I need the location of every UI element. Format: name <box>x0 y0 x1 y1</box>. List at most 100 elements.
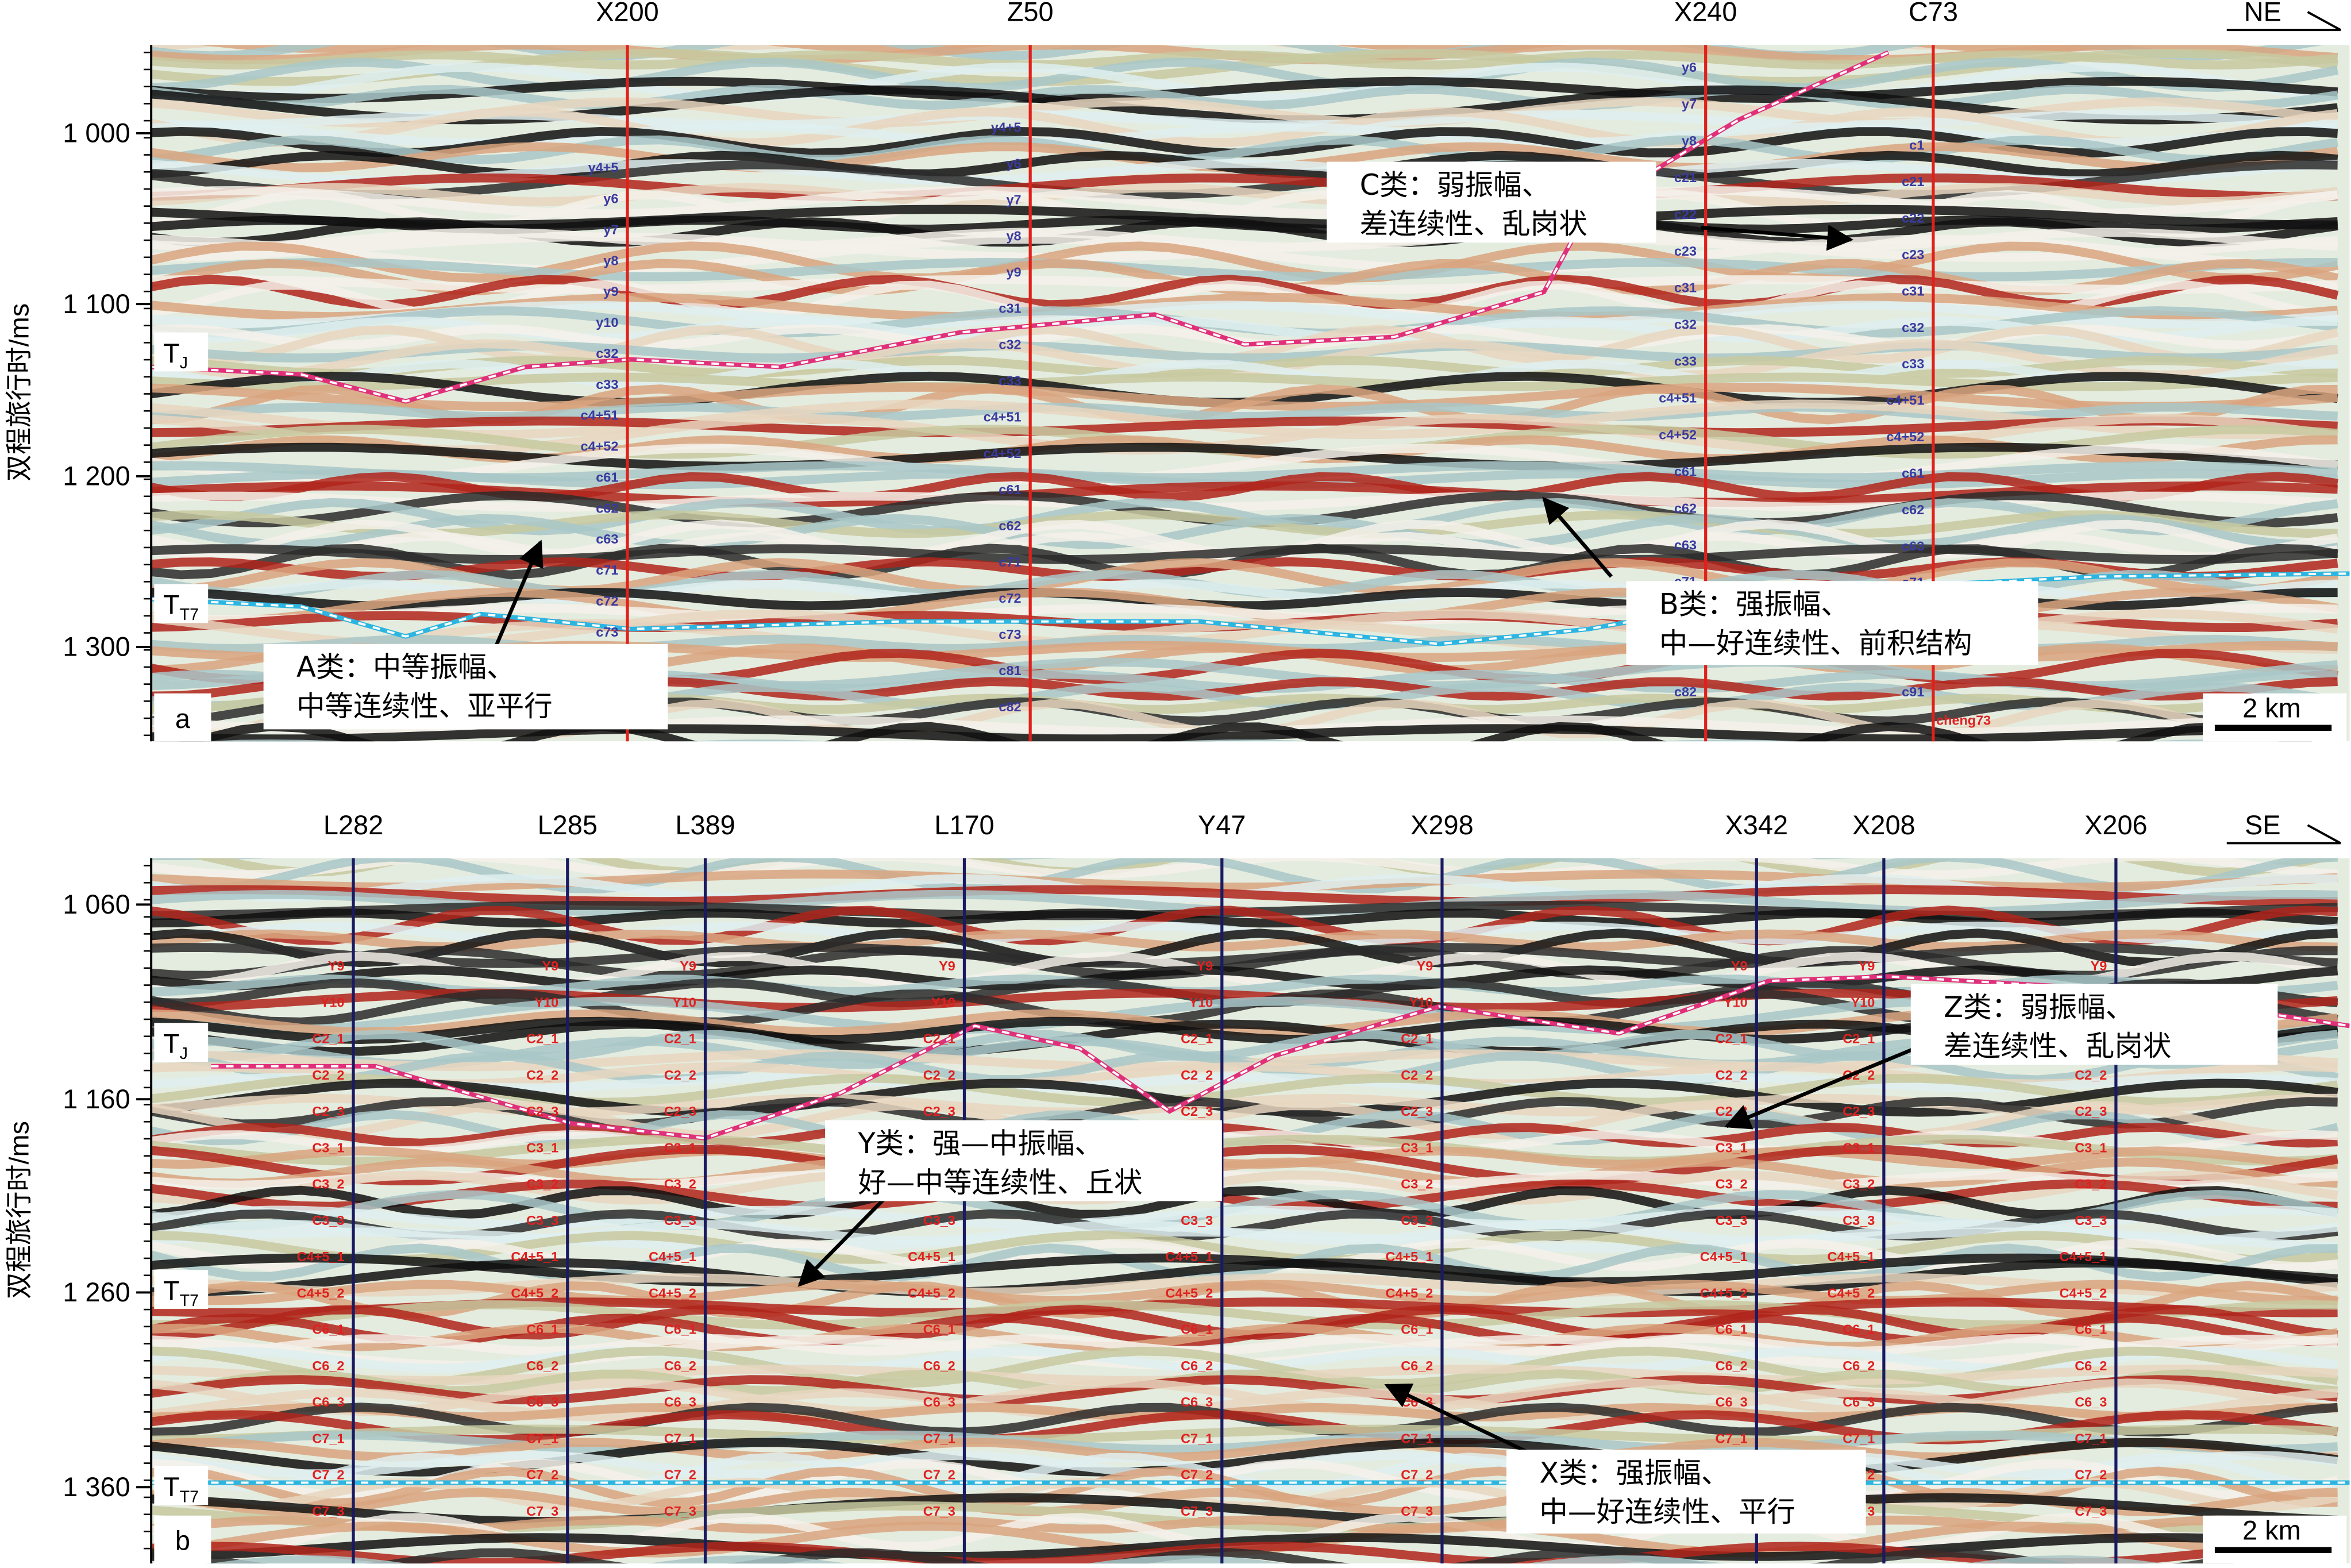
well-marker: C6_2 <box>664 1358 696 1373</box>
well-marker: y10 <box>596 315 618 330</box>
well-marker: c33 <box>999 373 1021 388</box>
horizon-label-box <box>154 1023 209 1062</box>
direction: SE <box>2245 810 2281 840</box>
annotation-arrow <box>797 1196 887 1287</box>
reflector <box>151 951 2339 989</box>
well-marker: C2_3 <box>923 1104 955 1119</box>
scale-box <box>2203 1515 2347 1564</box>
horizon-main: T <box>163 338 180 368</box>
well-marker: c33 <box>1674 354 1697 369</box>
panel-label: a <box>175 704 191 734</box>
well-marker: C6_3 <box>312 1394 344 1409</box>
seismic-section-b <box>151 858 2350 1564</box>
reflector <box>151 275 2339 310</box>
well-marker: C6_2 <box>1843 1358 1875 1373</box>
well-marker: Y10 <box>321 995 345 1010</box>
annotation-arrow <box>1542 496 1613 578</box>
y-tick-label: 1 300 <box>63 632 130 662</box>
horizon-main: T <box>163 1472 180 1502</box>
reflector <box>151 943 2338 968</box>
reflector <box>151 62 2338 103</box>
well-marker: C4+5_2 <box>2059 1285 2107 1300</box>
well-marker: y6 <box>603 191 618 206</box>
panel-label-box <box>154 693 211 742</box>
annotation-box <box>1910 984 2278 1065</box>
well-marker: c81 <box>999 663 1021 678</box>
well-marker: C7_3 <box>1401 1504 1433 1519</box>
well-marker: C4+5_2 <box>1700 1285 1748 1300</box>
reflector <box>151 339 2339 380</box>
well-marker: C2_3 <box>1716 1104 1748 1119</box>
annotation-text: Z类：弱振幅、 <box>1944 991 2134 1024</box>
well-marker: C4+5_1 <box>1165 1249 1213 1264</box>
well-marker: y7 <box>1682 97 1697 111</box>
reflector <box>151 444 2338 485</box>
well-marker: Y9 <box>1196 958 1213 973</box>
well-marker: C6_2 <box>1401 1358 1433 1373</box>
reflector <box>151 84 2338 110</box>
horizon-label: TT7 <box>163 1472 199 1506</box>
well-marker: C2_1 <box>923 1031 955 1046</box>
well-marker: c4+51 <box>984 410 1022 425</box>
reflector <box>151 399 2338 440</box>
well-marker: Y9 <box>939 958 955 973</box>
horizon-main: T <box>163 1276 180 1305</box>
well-marker: C6_1 <box>1181 1322 1213 1337</box>
well-marker: C3_3 <box>1716 1213 1748 1228</box>
reflector <box>151 1073 2338 1093</box>
panel-label-box <box>154 1515 211 1564</box>
well-marker: C2_2 <box>312 1068 344 1082</box>
reflector <box>151 1258 2338 1297</box>
reflector <box>210 1555 2164 1564</box>
horizon-main: T <box>163 1028 180 1058</box>
reflector <box>151 183 2338 207</box>
well-marker: C6_1 <box>1401 1322 1433 1337</box>
annotation-text: 中等连续性、亚平行 <box>296 689 553 723</box>
well-marker: C2_1 <box>312 1031 344 1046</box>
annotation-box <box>1506 1450 1866 1534</box>
well-marker: C7_1 <box>1181 1431 1213 1446</box>
well-marker: c4+51 <box>1659 391 1697 406</box>
well-marker: C4+5_2 <box>297 1285 345 1300</box>
well-marker: C7_1 <box>1843 1431 1875 1446</box>
y-tick-label: 1 160 <box>63 1084 130 1114</box>
well-marker: C2_1 <box>1181 1031 1213 1046</box>
well-marker: C6_3 <box>1401 1394 1433 1409</box>
well-marker: C4+5_1 <box>908 1249 955 1264</box>
well-marker: c62 <box>999 518 1021 533</box>
annotation-arrow <box>1724 1046 1916 1130</box>
well-marker: y6 <box>1006 156 1021 171</box>
well-marker: C3_3 <box>312 1213 344 1228</box>
well-name: C73 <box>1909 0 1958 26</box>
reflector <box>151 173 2338 201</box>
reflector <box>151 1281 2339 1319</box>
well-marker: C6_3 <box>526 1394 558 1409</box>
well-marker: C2_3 <box>2075 1104 2107 1119</box>
annotation-box <box>263 644 668 730</box>
well-marker: C7_1 <box>1716 1431 1748 1446</box>
well-marker: Y10 <box>1409 995 1433 1010</box>
well-marker: C3_1 <box>664 1140 696 1155</box>
well-marker: C3_2 <box>664 1177 696 1192</box>
horizon-dash <box>151 51 1889 403</box>
well-marker: C3_2 <box>526 1177 558 1192</box>
reflector <box>151 1130 2338 1155</box>
well-marker: C3_2 <box>1401 1177 1433 1192</box>
well-name: L170 <box>934 810 994 840</box>
annotation-text: 中—好连续性、平行 <box>1539 1495 1795 1528</box>
well-marker: C6_3 <box>2075 1394 2107 1409</box>
scale-text: 2 km <box>2242 694 2301 723</box>
well-marker: C4+5_1 <box>2059 1249 2107 1264</box>
well-marker: C7_1 <box>312 1431 344 1446</box>
well-marker: y4+5 <box>991 120 1022 134</box>
reflector <box>151 1227 2338 1253</box>
well-marker: C7_2 <box>664 1467 696 1482</box>
well-name: X298 <box>1410 810 1474 840</box>
direction-arrow <box>2226 824 2341 845</box>
horizon-label: TJ <box>163 338 188 372</box>
well-marker: C3_1 <box>526 1140 558 1155</box>
well-marker: c21 <box>1674 170 1697 185</box>
reflector <box>151 906 2338 946</box>
